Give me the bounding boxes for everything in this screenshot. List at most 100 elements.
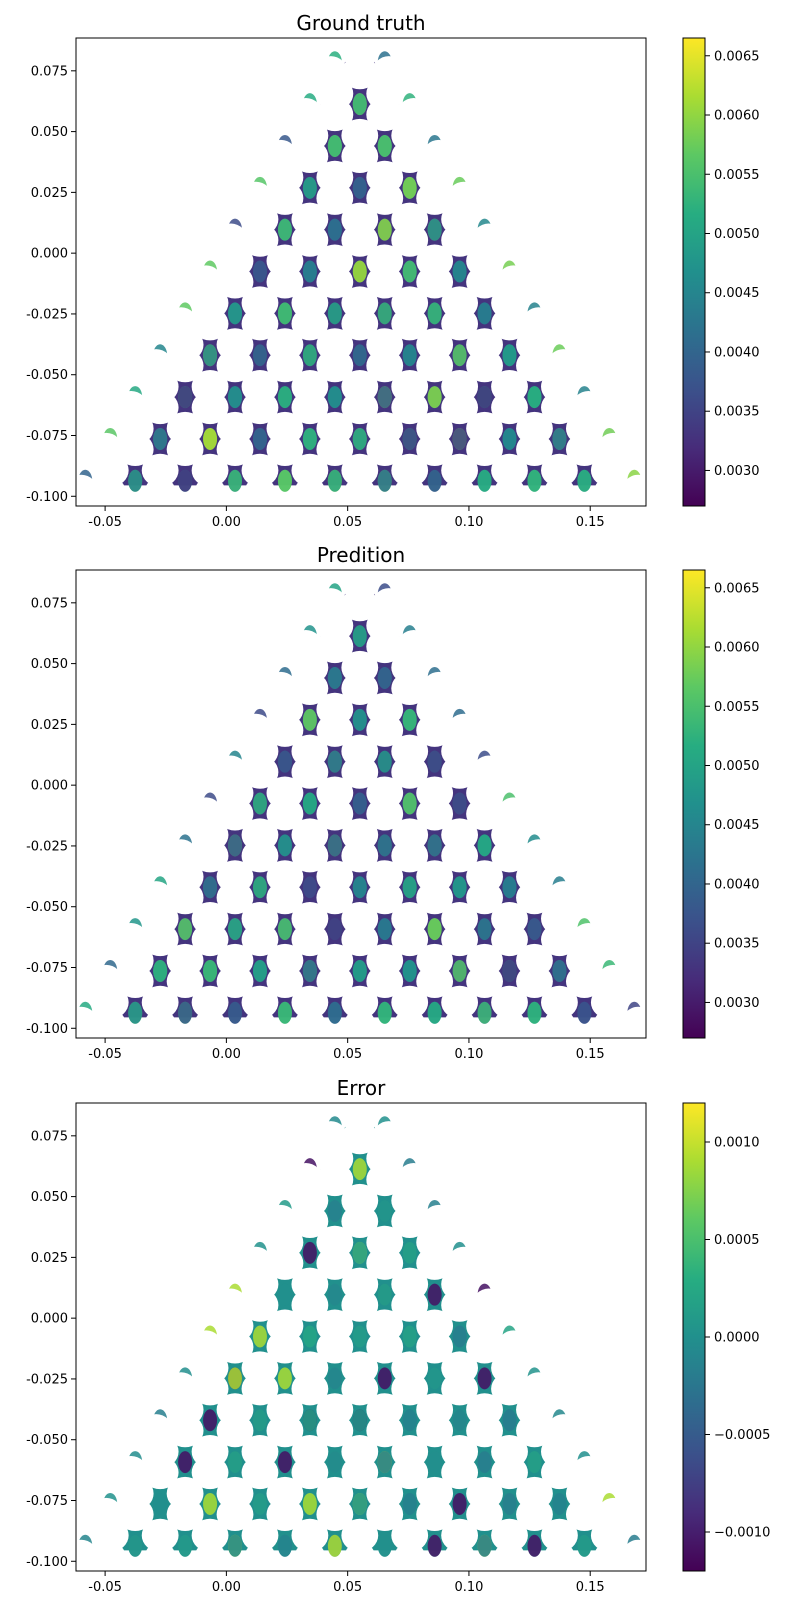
hole: [266, 1414, 304, 1448]
colorbar-tick-label: 0.0040: [714, 345, 760, 360]
edge-notch: [139, 1414, 173, 1448]
hole: [266, 1246, 304, 1280]
field-cell: [552, 959, 567, 982]
edge-notch: [139, 349, 173, 383]
field-cell: [277, 1451, 292, 1474]
edge-notch: [214, 1288, 248, 1322]
hole: [416, 797, 454, 831]
colorbar-tick-label: 0.0030: [714, 996, 760, 1011]
field-cell: [477, 1534, 492, 1557]
hole: [391, 671, 429, 705]
field-cell: [502, 344, 517, 367]
edge-notch: [571, 1455, 605, 1490]
edge-notch: [471, 755, 506, 789]
colorbar-tick-label: 0.0065: [714, 49, 760, 64]
hole: [266, 1330, 304, 1364]
hole: [166, 432, 204, 466]
edge-notch: [571, 922, 605, 957]
hole: [366, 881, 404, 915]
field-cell: [178, 918, 193, 941]
hole: [341, 1455, 379, 1490]
field-cell: [577, 1534, 592, 1557]
hole: [241, 1288, 279, 1322]
y-tick-label: 0.075: [31, 64, 68, 79]
colorbar-tick-label: 0.0055: [714, 168, 760, 183]
hole: [391, 922, 429, 957]
hole: [266, 881, 304, 915]
y-tick-label: 0.050: [31, 1190, 68, 1205]
field-cell: [352, 959, 367, 982]
edge-notch: [76, 474, 98, 506]
edge-notch: [144, 1542, 176, 1571]
colorbar-tick-label: 0.0005: [714, 1233, 760, 1248]
field-cell: [252, 260, 267, 283]
hole: [391, 755, 429, 789]
hole: [416, 964, 454, 998]
hole: [391, 223, 429, 257]
field-cell: [252, 1325, 267, 1348]
y-tick-label: -0.050: [26, 900, 68, 915]
edge-notch: [94, 477, 126, 506]
hole: [241, 1518, 279, 1552]
field-cell: [402, 344, 417, 367]
edge-notch: [447, 1246, 481, 1280]
edge-notch: [372, 1121, 406, 1155]
field-cell: [327, 469, 342, 492]
edge-notch: [164, 839, 198, 873]
hole: [341, 588, 379, 622]
hole: [191, 1518, 229, 1552]
hole: [441, 307, 479, 341]
hole: [216, 1497, 254, 1531]
field-cell: [377, 918, 392, 941]
edge-notch: [89, 1497, 123, 1531]
hole: [391, 1518, 429, 1552]
field-cell: [527, 1534, 542, 1557]
field-cell: [377, 750, 392, 773]
edge-notch: [521, 839, 556, 873]
field-cell: [502, 427, 517, 450]
y-tick-label: -0.075: [26, 1494, 68, 1509]
field-cell: [452, 344, 467, 367]
hole: [266, 349, 304, 383]
field-cell: [477, 918, 492, 941]
field-cell: [502, 876, 517, 899]
hole: [316, 1330, 354, 1364]
hole: [316, 1497, 354, 1531]
field-cell: [277, 918, 292, 941]
field-cell: [477, 1001, 492, 1024]
hole: [516, 964, 553, 998]
hole: [341, 139, 379, 173]
hole: [441, 922, 479, 957]
field-cell: [352, 1492, 367, 1515]
hole: [391, 453, 429, 487]
hole: [191, 839, 229, 873]
hole: [516, 881, 553, 915]
field-cell: [427, 1367, 442, 1390]
hole: [291, 139, 329, 173]
colorbar-tick-label: 0.0055: [714, 700, 760, 715]
hole: [366, 629, 404, 664]
y-tick-label: 0.000: [31, 247, 68, 262]
hole: [166, 1414, 204, 1448]
hole: [316, 181, 354, 215]
field-cell: [377, 1199, 392, 1222]
edge-notch: [543, 1542, 576, 1571]
field-cell: [377, 1283, 392, 1306]
hole: [266, 265, 304, 299]
field-cell: [302, 708, 317, 731]
hole: [516, 1414, 553, 1448]
hole: [241, 839, 279, 873]
field-cell: [128, 1001, 143, 1024]
edge-notch: [372, 588, 406, 622]
hole: [141, 1518, 179, 1552]
hole: [241, 453, 279, 487]
hole: [391, 1455, 429, 1490]
field-cell: [327, 1534, 342, 1557]
colorbar-tick-label: 0.0035: [714, 937, 760, 952]
edge-notch: [593, 1009, 625, 1038]
hole: [466, 1497, 503, 1531]
hole: [341, 755, 379, 789]
field-cell: [277, 1283, 292, 1306]
field-cell: [277, 1534, 292, 1557]
hole: [241, 223, 279, 257]
